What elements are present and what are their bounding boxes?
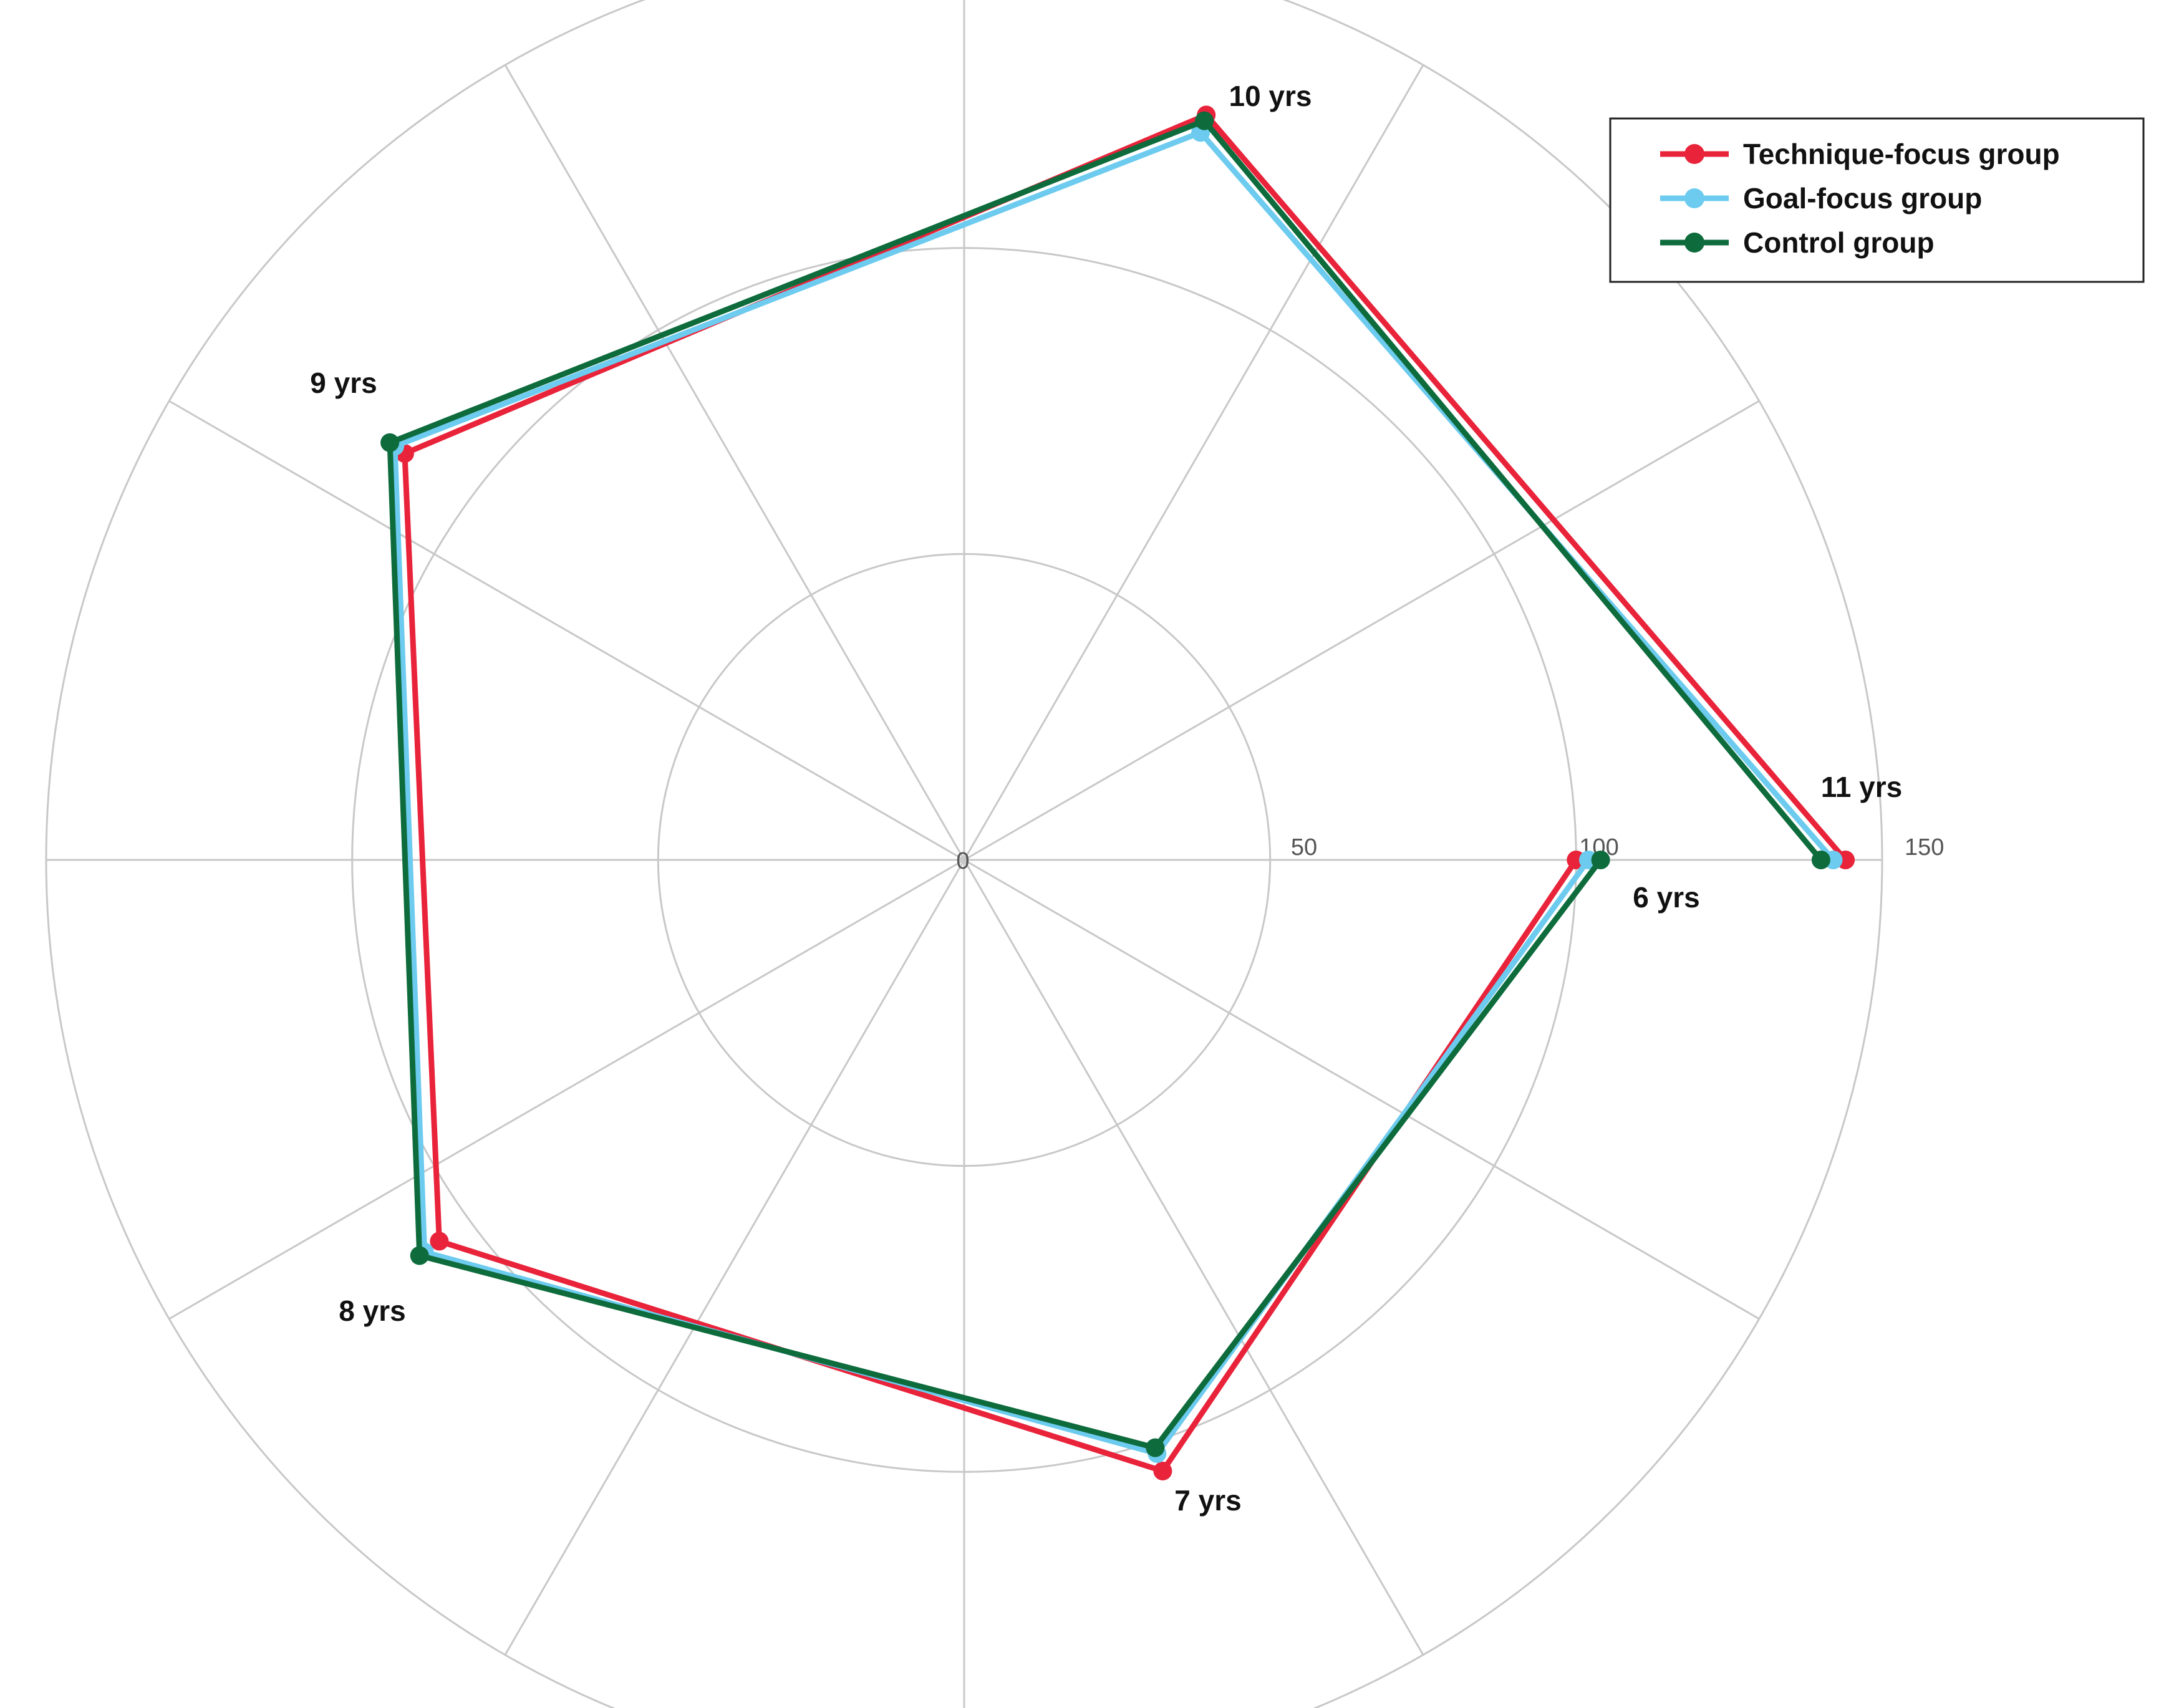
- category-label: 6 yrs: [1633, 881, 1699, 914]
- grid-spoke: [504, 64, 965, 861]
- grid-spoke: [963, 64, 1424, 861]
- series-line: [387, 117, 1824, 1451]
- legend-label: Technique-focus group: [1743, 138, 2060, 170]
- category-label: 10 yrs: [1229, 80, 1312, 112]
- legend-swatch-marker: [1684, 188, 1704, 208]
- legend-item-technique: Technique-focus group: [1660, 138, 2060, 170]
- grid-spoke: [504, 859, 965, 1656]
- radial-ticks: 050 100 150: [956, 834, 1944, 874]
- legend-label: Control group: [1743, 226, 1935, 259]
- data-point: [1591, 851, 1610, 869]
- legend-item-goal: Goal-focus group: [1660, 182, 1982, 215]
- data-point: [1195, 111, 1214, 130]
- radial-tick-label: 150: [1905, 834, 1944, 861]
- legend-swatch-marker: [1684, 144, 1704, 164]
- legend: Technique-focus group Goal-focus group C…: [1609, 117, 2145, 283]
- radial-tick-label: 0: [956, 848, 969, 874]
- chart-grid: [45, 0, 1883, 1708]
- series-1: [385, 123, 1843, 1463]
- legend-label: Goal-focus group: [1743, 182, 1982, 215]
- grid-spoke: [964, 400, 1760, 861]
- category-label: 11 yrs: [1821, 771, 1902, 803]
- data-point: [410, 1246, 429, 1265]
- series-line: [392, 129, 1835, 1457]
- series-line: [402, 111, 1848, 1475]
- series-2: [380, 111, 1830, 1457]
- category-label: 7 yrs: [1174, 1484, 1241, 1517]
- category-label: 9 yrs: [310, 367, 377, 399]
- radial-tick-label: 50: [1291, 834, 1317, 861]
- legend-item-control: Control group: [1660, 226, 1935, 259]
- data-point: [1153, 1462, 1172, 1480]
- data-point: [1146, 1438, 1165, 1457]
- data-point: [430, 1232, 449, 1251]
- data-point: [1811, 851, 1830, 869]
- grid-spoke: [963, 859, 1424, 1656]
- category-labels: 6 yrs 7 yrs 8 yrs 9 yrs 10 yrs 11 yrs: [310, 80, 1902, 1517]
- category-label: 8 yrs: [339, 1295, 405, 1327]
- data-point: [380, 433, 400, 452]
- series-layer: [380, 105, 1855, 1480]
- grid-spoke: [964, 859, 1760, 1320]
- grid-spoke: [168, 859, 965, 1320]
- series-0: [395, 105, 1855, 1480]
- grid-spoke: [168, 400, 965, 861]
- legend-swatch-marker: [1684, 233, 1704, 253]
